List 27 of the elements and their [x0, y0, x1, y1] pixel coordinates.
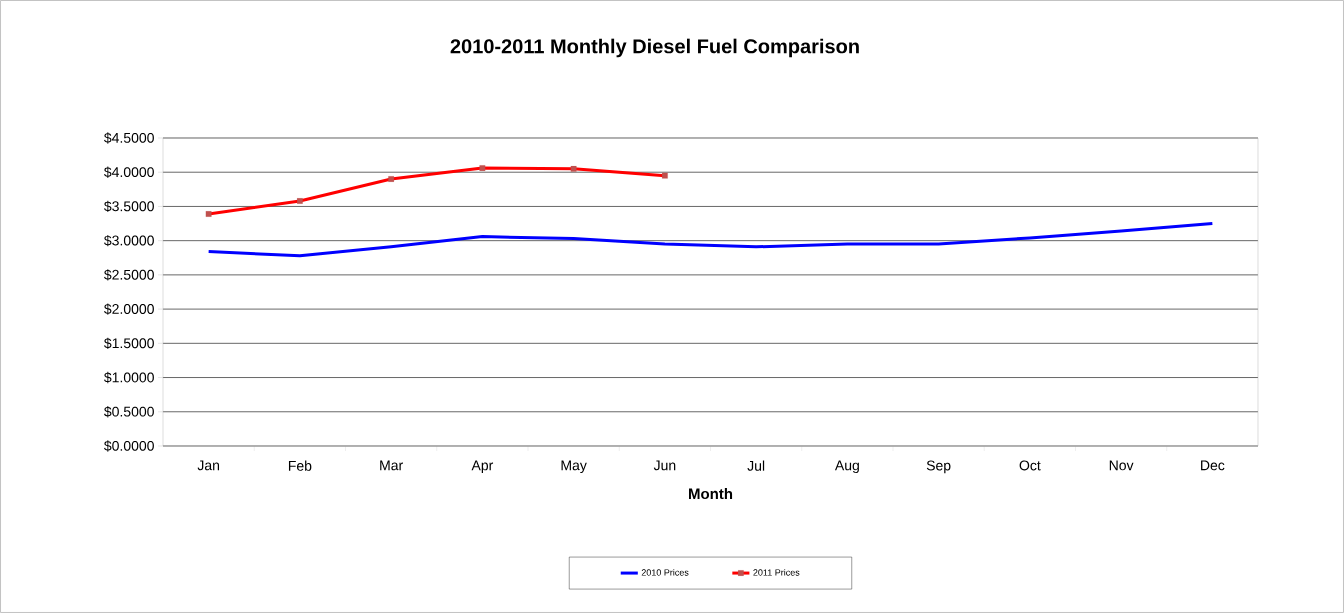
x-tick-label: Aug	[834, 460, 859, 474]
x-tick-label: Dec	[1201, 460, 1225, 471]
x-axis-title: Month	[689, 488, 733, 500]
y-tick-label: $3.5000	[104, 200, 154, 213]
line-series	[207, 222, 1214, 258]
y-tick-label: $0.5000	[104, 406, 154, 418]
x-tick-label: Mar	[380, 460, 403, 471]
y-tick-label: $2.0000	[104, 303, 154, 315]
y-tick-label: $1.5000	[104, 337, 154, 349]
x-tick-label: Oct	[1019, 460, 1041, 471]
x-tick-label: Jul	[747, 460, 765, 471]
chart-title: 2010-2011 Monthly Diesel Fuel Comparison	[450, 38, 859, 58]
y-tick-label: $4.0000	[104, 166, 154, 178]
x-tick-label: Jun	[653, 460, 676, 471]
y-tick-label: $4.5000	[104, 132, 154, 144]
x-tick-label: May	[561, 460, 587, 474]
y-tick-label: $0.0000	[104, 440, 154, 452]
x-tick-label: Jan	[197, 460, 220, 471]
y-tick-label: $1.0000	[104, 371, 154, 384]
x-tick-label: Nov	[1109, 460, 1134, 471]
x-tick-label: Feb	[288, 460, 312, 471]
x-tick-label: Sep	[926, 460, 951, 474]
legend-label: 2011 Prices	[753, 569, 800, 576]
y-tick-label: $3.0000	[104, 234, 154, 247]
x-tick-label: Apr	[471, 460, 494, 474]
legend-label: 2010 Prices	[641, 569, 689, 576]
y-tick-label: $2.5000	[104, 269, 154, 281]
